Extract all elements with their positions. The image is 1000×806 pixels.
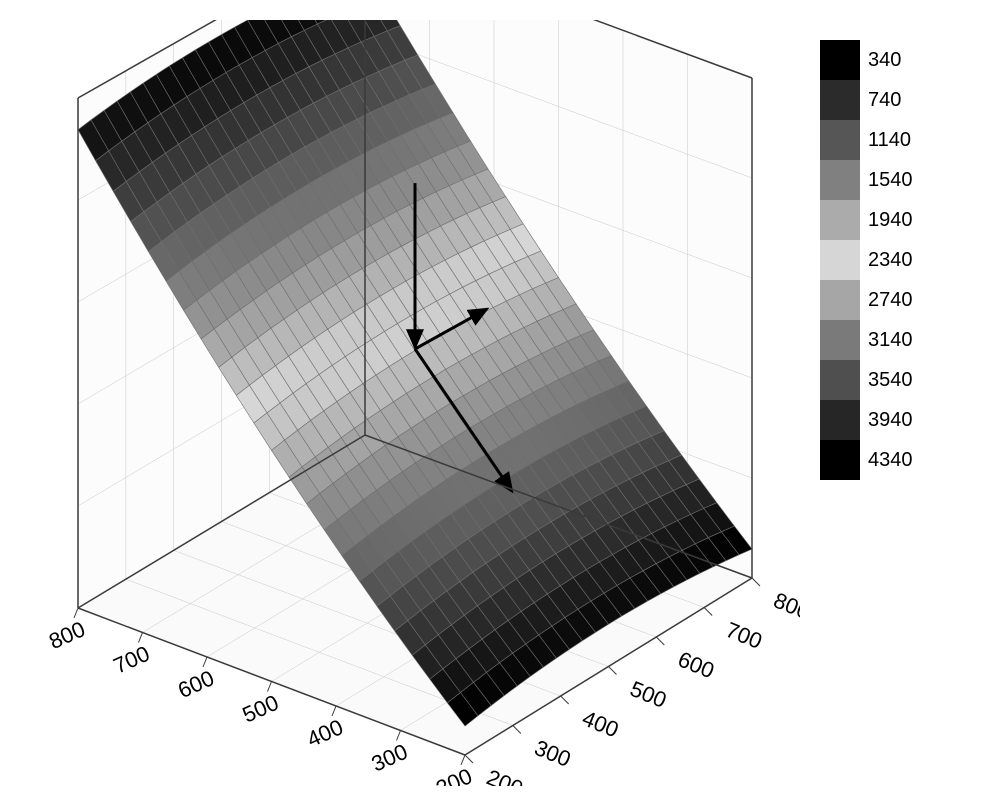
colorbar-tick-label: 3140 xyxy=(868,320,913,360)
colorbar-segment xyxy=(820,120,860,160)
y-axis-tick-label: 700 xyxy=(722,617,765,654)
y-axis-tick-label: 500 xyxy=(627,676,670,713)
y-axis-tick-label: 200 xyxy=(483,764,526,786)
x-axis-tick-label: 500 xyxy=(239,690,283,728)
colorbar-tick-label: 2340 xyxy=(868,240,913,280)
y-axis-tick-label: 300 xyxy=(531,735,574,772)
colorbar-gradient xyxy=(820,40,860,480)
colorbar-labels: 3407401140154019402340274031403540394043… xyxy=(868,40,913,480)
colorbar-segment xyxy=(820,40,860,80)
chart-container: 2003004005006007008002003004005006007008… xyxy=(0,0,1000,806)
x-axis-tick-label: 600 xyxy=(174,665,218,703)
colorbar-segment xyxy=(820,320,860,360)
colorbar-tick-label: 1140 xyxy=(868,120,913,160)
colorbar-tick-label: 4340 xyxy=(868,440,913,480)
colorbar-tick-label: 2740 xyxy=(868,280,913,320)
colorbar-tick-label: 740 xyxy=(868,80,913,120)
x-axis-tick-label: 200 xyxy=(432,763,476,786)
x-axis-tick-label: 800 xyxy=(45,616,89,654)
y-axis-tick-label: 800 xyxy=(770,587,800,624)
y-axis-tick-label: 400 xyxy=(579,705,622,742)
colorbar-tick-label: 3540 xyxy=(868,360,913,400)
surface-svg: 2003004005006007008002003004005006007008… xyxy=(20,20,800,786)
colorbar-segment xyxy=(820,200,860,240)
colorbar-segment xyxy=(820,80,860,120)
colorbar-tick-label: 340 xyxy=(868,40,913,80)
colorbar-segment xyxy=(820,160,860,200)
colorbar-segment xyxy=(820,360,860,400)
colorbar-segment xyxy=(820,280,860,320)
colorbar-tick-label: 3940 xyxy=(868,400,913,440)
colorbar-segment xyxy=(820,240,860,280)
colorbar-legend: 3407401140154019402340274031403540394043… xyxy=(820,40,980,480)
plot-3d-surface: 2003004005006007008002003004005006007008… xyxy=(20,20,800,786)
y-axis-tick-label: 600 xyxy=(674,646,717,683)
x-axis-tick-label: 300 xyxy=(368,739,412,777)
x-axis-tick-label: 400 xyxy=(303,714,347,752)
colorbar-segment xyxy=(820,400,860,440)
colorbar-tick-label: 1540 xyxy=(868,160,913,200)
x-axis-tick-label: 700 xyxy=(110,641,154,679)
colorbar-tick-label: 1940 xyxy=(868,200,913,240)
colorbar-segment xyxy=(820,440,860,480)
